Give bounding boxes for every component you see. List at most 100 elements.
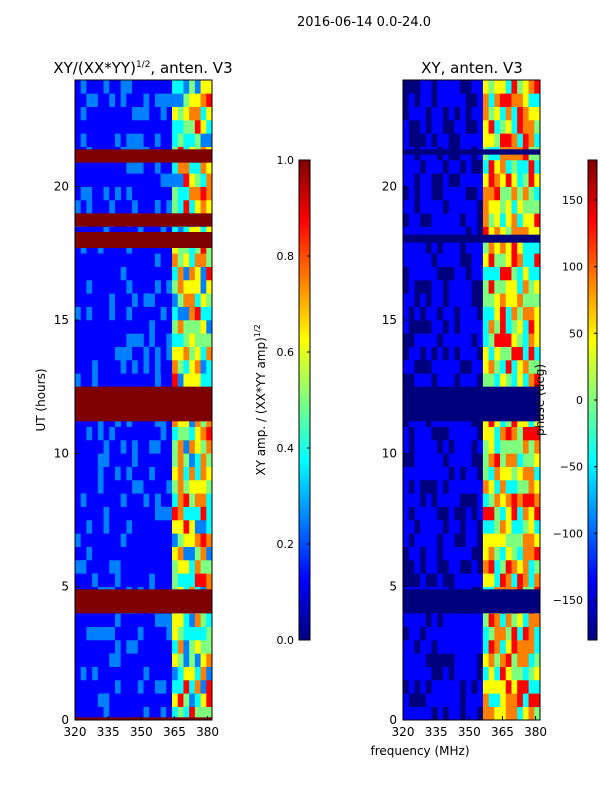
phase-heatmap-cell (420, 533, 427, 547)
phase-heatmap-cell (437, 506, 444, 521)
amp-heatmap-cell (166, 706, 173, 721)
phase-heatmap-cell (482, 653, 489, 667)
phase-heatmap-cell (420, 693, 427, 707)
phase-heatmap-cell (403, 373, 410, 387)
amp-heatmap-cell (154, 706, 161, 721)
amp-heatmap-cell (200, 80, 207, 94)
phase-heatmap-cell (425, 373, 432, 387)
amp-heatmap-cell (80, 93, 87, 107)
amp-heatmap-cell (149, 253, 156, 267)
amp-colorbar-gradient (298, 159, 311, 641)
phase-heatmap-cell (460, 520, 467, 534)
amp-heatmap-cell (177, 573, 184, 587)
amp-heatmap-cell (80, 440, 87, 454)
amp-heatmap-cell (160, 253, 167, 267)
amp-heatmap-cell (132, 333, 139, 347)
amp-heatmap-cell (103, 360, 110, 374)
amp-heatmap-cell (200, 693, 207, 707)
phase-heatmap-cell (494, 306, 501, 321)
amp-heatmap-cell (80, 106, 87, 121)
amp-heatmap-cell (143, 293, 150, 307)
amp-heatmap-cell (114, 280, 121, 294)
amp-heatmap-cell (177, 466, 184, 481)
phase-heatmap-cell (414, 120, 421, 134)
phase-heatmap-cell (500, 186, 507, 201)
amp-heatmap-cell (143, 120, 150, 134)
phase-heatmap-cell (420, 520, 427, 534)
phase-heatmap-cell (465, 613, 472, 627)
phase-heatmap-cell (494, 573, 501, 587)
phase-heatmap-cell (488, 226, 495, 241)
amp-heatmap-cell (109, 533, 116, 547)
phase-heatmap-cell (534, 426, 541, 441)
phase-heatmap-cell (471, 560, 478, 574)
amp-heatmap-cell (114, 200, 121, 214)
phase-heatmap-cell (448, 520, 455, 534)
phase-heatmap-cell (442, 440, 449, 454)
phase-heatmap-cell (517, 440, 524, 454)
phase-flagged-band (403, 234, 540, 243)
amp-heatmap-cell (137, 200, 144, 214)
amp-heatmap-cell (86, 480, 93, 494)
phase-heatmap-cell (448, 653, 455, 667)
amp-heatmap-cell (206, 440, 213, 454)
amp-heatmap-cell (189, 493, 196, 507)
amp-heatmap-cell (80, 160, 87, 174)
amp-heatmap-cell (126, 613, 133, 627)
amp-heatmap-cell (160, 200, 167, 214)
phase-heatmap-cell (488, 293, 495, 307)
phase-heatmap-cell (414, 640, 421, 654)
amp-heatmap-cell (103, 253, 110, 267)
phase-heatmap-cell (414, 666, 421, 681)
amp-heatmap-cell (189, 613, 196, 627)
phase-heatmap-cell (517, 200, 524, 214)
phase-heatmap-cell (403, 560, 410, 574)
amp-heatmap-cell (166, 373, 173, 387)
phase-heatmap-cell (465, 373, 472, 387)
phase-heatmap-cell (471, 80, 478, 94)
amp-x-axis: 320 335 350 365 380 (64, 716, 219, 739)
amp-heatmap-cell (177, 253, 184, 267)
phase-heatmap-cell (488, 506, 495, 521)
phase-heatmap-cell (437, 346, 444, 361)
phase-heatmap-cell (437, 93, 444, 107)
phase-heatmap-cell (477, 346, 484, 361)
phase-heatmap-cell (414, 160, 421, 174)
phase-heatmap-cell (414, 173, 421, 187)
phase-heatmap-cell (454, 533, 461, 547)
phase-heatmap-cell (482, 666, 489, 681)
phase-heatmap-cell (477, 213, 484, 227)
phase-heatmap-cell (454, 680, 461, 694)
phase-heatmap-cell (477, 226, 484, 241)
amp-heatmap-cell (183, 160, 190, 174)
amp-heatmap-cell (149, 706, 156, 721)
amp-heatmap-cell (206, 426, 213, 441)
phase-heatmap-cell (500, 666, 507, 681)
phase-heatmap-cell (528, 706, 535, 721)
amp-heatmap-cell (200, 466, 207, 481)
amp-heatmap-cell (183, 626, 190, 641)
phase-heatmap-cell (522, 426, 529, 441)
phase-heatmap-cell (488, 466, 495, 481)
amp-heatmap-cell (189, 466, 196, 481)
phase-heatmap-cell (403, 240, 410, 254)
phase-heatmap-cell (420, 653, 427, 667)
amp-heatmap-cell (120, 80, 127, 94)
phase-heatmap-cell (437, 520, 444, 534)
amp-heatmap-cell (177, 320, 184, 334)
phase-heatmap-cell (420, 426, 427, 441)
phase-heatmap-cell (431, 480, 438, 494)
amp-heatmap-cell (166, 666, 173, 681)
phase-heatmap-cell (511, 626, 518, 641)
amp-heatmap-cell (183, 133, 190, 147)
phase-heatmap-cell (454, 560, 461, 574)
phase-heatmap-cell (454, 266, 461, 281)
phase-heatmap-cell (511, 666, 518, 681)
amp-heatmap-cell (194, 666, 201, 681)
phase-heatmap-cell (534, 200, 541, 214)
phase-heatmap-cell (460, 200, 467, 214)
amp-heatmap-cell (103, 426, 110, 441)
amp-heatmap-cell (194, 120, 201, 134)
amp-heatmap-cell (92, 280, 99, 294)
phase-heatmap-cell (517, 80, 524, 94)
